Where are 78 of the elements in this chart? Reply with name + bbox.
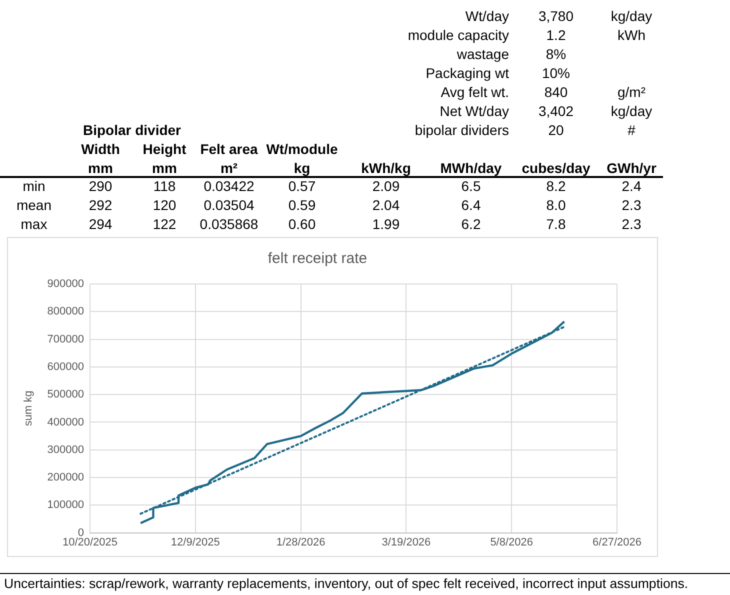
y-tick-label: 200000 [47, 472, 84, 484]
text: 20 [547, 121, 565, 139]
text: Felt area [199, 140, 259, 158]
text: 0.59 [287, 196, 317, 214]
text: Wt/module [265, 140, 339, 158]
text: max [20, 215, 48, 233]
text: Packaging wt [424, 64, 509, 82]
text: 2.3 [620, 196, 642, 214]
text: 6.5 [460, 177, 482, 195]
y-axis-title: sum kg [22, 390, 35, 426]
text: Width [80, 140, 121, 158]
text: kWh/kg [360, 159, 412, 177]
text: kg [292, 159, 312, 177]
text: 6.4 [460, 196, 482, 214]
text: 2.04 [371, 196, 401, 214]
y-tick-label: 600000 [47, 360, 84, 373]
text: 292 [88, 196, 114, 214]
text: kg/day [610, 102, 654, 120]
text: g/m² [616, 83, 646, 101]
text: 6.2 [460, 215, 482, 233]
text: 3,780 [537, 7, 575, 25]
text: 7.8 [545, 215, 567, 233]
text: kWh [616, 26, 646, 44]
text: 0.60 [287, 215, 317, 233]
text: 8.2 [545, 177, 567, 195]
text: 1.2 [545, 26, 567, 44]
text: 294 [88, 215, 114, 233]
text: 290 [88, 177, 114, 195]
text: Height [142, 140, 188, 158]
x-tick-label: 3/19/2026 [382, 536, 431, 548]
text: cubes/day [520, 159, 592, 177]
text: 1.99 [371, 215, 401, 233]
text: Avg felt wt. [440, 83, 509, 101]
x-tick-label: 1/28/2026 [276, 536, 326, 548]
text: 8% [544, 45, 568, 63]
text: Wt/day [464, 7, 509, 25]
text: 10% [540, 64, 572, 82]
text: 118 [152, 177, 177, 195]
y-tick-label: 700000 [47, 333, 84, 346]
text: GWh/yr [606, 159, 658, 177]
y-tick-label: 300000 [47, 444, 84, 456]
x-tick-label: 5/8/2026 [490, 536, 534, 548]
x-tick-label: 6/27/2026 [592, 536, 642, 548]
y-tick-label: 900000 [47, 278, 84, 290]
y-tick-label: 100000 [47, 499, 84, 512]
text: m² [219, 159, 239, 177]
text: # [626, 121, 636, 139]
text: 2.3 [620, 215, 642, 233]
text: 2.4 [620, 177, 642, 195]
text: bipolar dividers [414, 121, 509, 139]
text: wastage [456, 45, 509, 63]
text: 8.0 [545, 196, 567, 214]
text: Uncertainties: scrap/rework, warranty replacements, inventory, out of spec felt received, incorrect input assumptions. [0, 573, 730, 593]
x-tick-label: 12/9/2025 [170, 536, 220, 548]
text: Bipolar divider [82, 121, 182, 139]
y-tick-label: 500000 [47, 388, 84, 401]
text: 122 [152, 215, 178, 233]
text: kg/day [610, 7, 654, 25]
x-tick-label: 10/20/2025 [62, 536, 118, 548]
text: 0.035868 [198, 215, 260, 233]
y-tick-label: 400000 [47, 416, 84, 428]
text: MWh/day [439, 159, 503, 177]
text: 840 [543, 83, 569, 101]
text: 2.09 [371, 177, 401, 195]
text: module capacity [406, 26, 509, 44]
text: min [22, 177, 46, 195]
text: 0.03422 [202, 177, 256, 195]
text: mm [87, 159, 114, 177]
text: mean [15, 196, 53, 214]
text: 3,402 [537, 102, 575, 120]
text: 0.03504 [202, 196, 256, 214]
chart-title: felt receipt rate [268, 250, 368, 268]
y-tick-label: 0 [78, 526, 84, 539]
text: 0.57 [287, 177, 317, 195]
text: Net Wt/day [438, 102, 509, 120]
text: 120 [152, 196, 178, 214]
text: mm [151, 159, 178, 177]
y-tick-label: 800000 [47, 306, 84, 318]
